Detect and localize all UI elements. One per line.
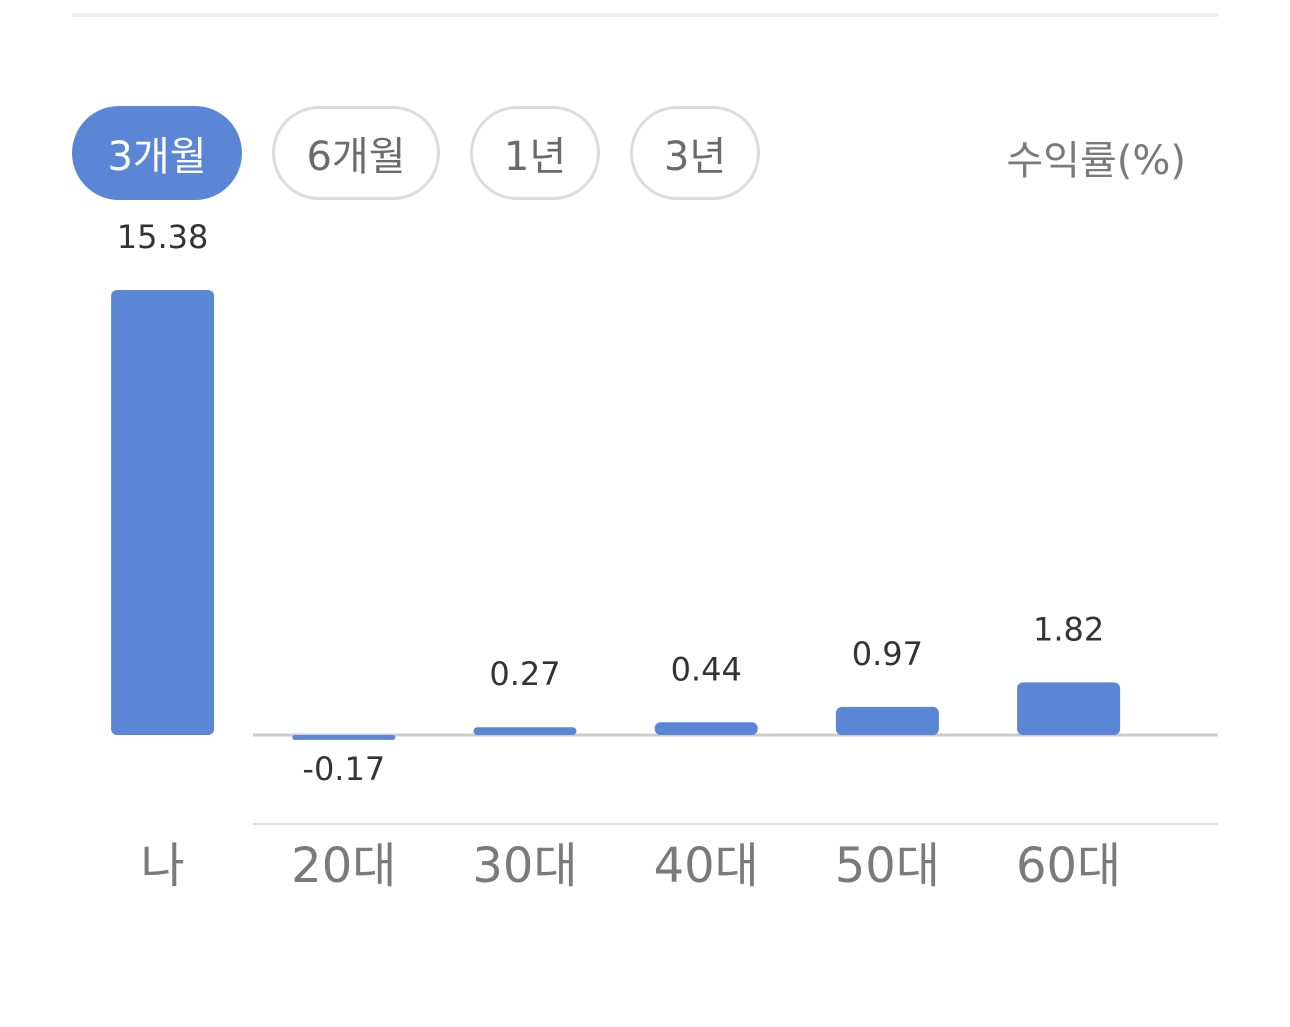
tab-3-years[interactable]: 3년 — [630, 106, 760, 200]
category-label-5: 60대 — [1016, 838, 1121, 894]
bar-3 — [654, 722, 758, 735]
category-label-4: 50대 — [835, 838, 940, 894]
category-label-2: 30대 — [472, 838, 577, 894]
bar-2 — [473, 727, 577, 735]
value-label-5: 1.82 — [1033, 610, 1104, 648]
value-label-4: 0.97 — [852, 635, 923, 673]
bar-0 — [111, 290, 215, 735]
category-label-3: 40대 — [654, 838, 759, 894]
category-label-1: 20대 — [291, 838, 396, 894]
period-tabs: 3개월 6개월 1년 3년 — [72, 106, 760, 200]
top-divider — [72, 13, 1218, 17]
unit-label: 수익률(%) — [1006, 138, 1186, 184]
tab-1-year[interactable]: 1년 — [470, 106, 600, 200]
bar-4 — [835, 706, 939, 735]
value-label-0: 15.38 — [117, 218, 209, 256]
value-label-3: 0.44 — [671, 650, 742, 688]
tab-3-months[interactable]: 3개월 — [72, 106, 242, 200]
bar-5 — [1017, 682, 1121, 735]
tab-6-months[interactable]: 6개월 — [272, 106, 440, 200]
value-label-2: 0.27 — [489, 655, 560, 693]
value-label-1: -0.17 — [302, 750, 385, 788]
bar-1 — [292, 735, 396, 740]
category-label-0: 나 — [141, 838, 185, 894]
